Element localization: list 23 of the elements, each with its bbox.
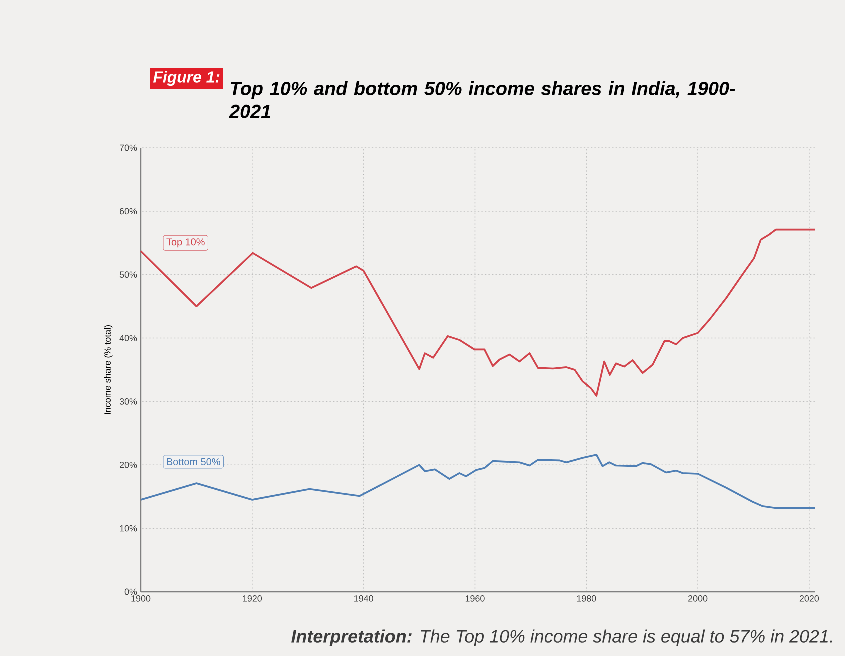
legend-label: Bottom 50% <box>167 458 220 466</box>
y-tick-label: 60% <box>120 208 138 215</box>
x-tick-label: 1920 <box>243 596 262 602</box>
x-tick-label: 2020 <box>800 596 820 602</box>
x-tick-label: 2000 <box>688 596 708 602</box>
line-series <box>140 454 816 510</box>
x-tick-label: 1980 <box>577 596 596 602</box>
legend-label: Top 10% <box>166 238 205 248</box>
y-axis-title: Income share (% total) <box>104 325 113 414</box>
line-series <box>140 228 816 397</box>
text: Interpretation: The Top 10% income share is equal to 57% in 2021. <box>292 630 832 646</box>
caption: Figure 1: <box>153 71 220 86</box>
x-tick-label: 1940 <box>354 596 374 602</box>
y-tick-label: 20% <box>120 462 138 468</box>
y-tick-label: 30% <box>120 398 138 405</box>
y-tick-label: 10% <box>120 525 138 532</box>
y-tick-label: 0% <box>124 588 138 596</box>
y-tick-label: 70% <box>120 144 138 152</box>
x-tick-label: 1900 <box>132 596 151 602</box>
x-tick-label: 1960 <box>466 596 485 602</box>
chart-title: Top 10% and bottom 50% income shares in India, 1900-2021 <box>229 82 736 118</box>
y-tick-label: 40% <box>120 335 138 342</box>
y-tick-label: 50% <box>120 272 138 278</box>
